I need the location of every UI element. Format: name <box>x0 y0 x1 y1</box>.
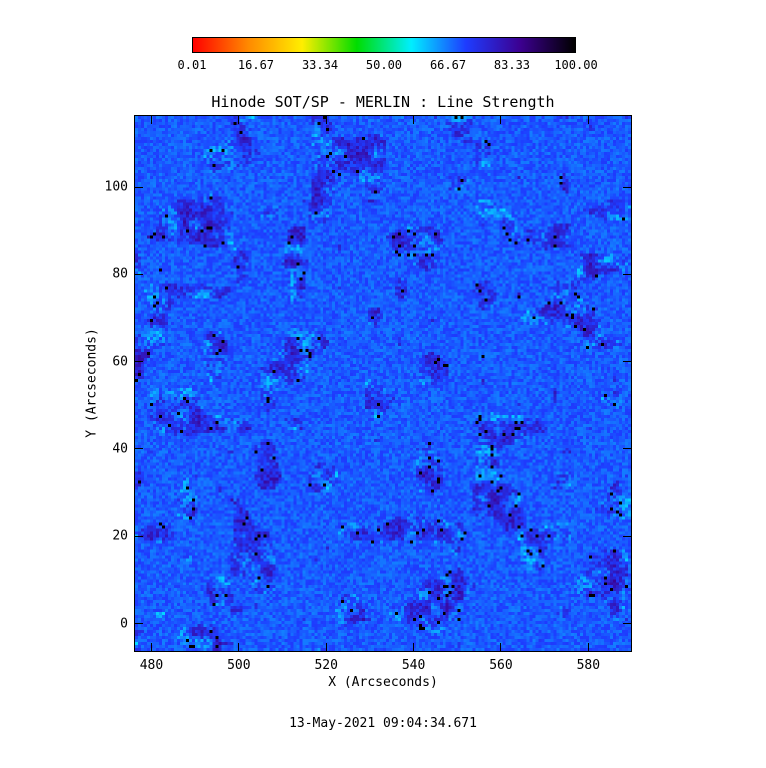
x-tick-label: 480 <box>139 658 164 673</box>
y-tick-label: 60 <box>112 354 128 370</box>
y-tick-mark <box>623 448 631 450</box>
y-tick-mark <box>135 273 143 275</box>
colorbar-tick-label: 66.67 <box>429 58 467 72</box>
x-tick-mark <box>587 116 589 124</box>
x-tick-label: 560 <box>489 658 513 673</box>
colorbar-tick-label: 0.01 <box>177 58 207 72</box>
y-tick-mark <box>135 186 143 188</box>
x-tick-mark <box>587 643 589 651</box>
y-tick-mark <box>623 623 631 625</box>
y-tick-label: 40 <box>112 441 128 457</box>
x-tick-mark <box>238 116 240 124</box>
y-tick-mark <box>135 361 143 363</box>
plot-area <box>134 115 632 652</box>
y-tick-mark <box>135 535 143 537</box>
x-tick-label: 540 <box>401 658 426 673</box>
x-tick-mark <box>325 116 327 124</box>
colorbar-tick-label: 100.00 <box>554 58 598 72</box>
y-tick-label: 20 <box>112 528 128 544</box>
x-tick-mark <box>238 643 240 651</box>
colorbar-tick-label: 50.00 <box>365 58 403 72</box>
line-strength-heatmap <box>135 116 631 651</box>
x-tick-mark <box>150 116 152 124</box>
x-tick-mark <box>500 643 502 651</box>
colorbar-tick-label: 33.34 <box>301 58 339 72</box>
colorbar <box>192 37 576 53</box>
x-axis-label: X (Arcseconds) <box>328 675 438 690</box>
y-axis-label: Y (Arcseconds) <box>84 328 100 438</box>
y-tick-label: 100 <box>104 179 128 195</box>
x-tick-mark <box>413 116 415 124</box>
x-tick-label: 580 <box>576 658 601 673</box>
chart-title: Hinode SOT/SP - MERLIN : Line Strength <box>211 93 555 111</box>
x-tick-mark <box>150 643 152 651</box>
y-tick-mark <box>135 623 143 625</box>
timestamp: 13-May-2021 09:04:34.671 <box>289 716 477 731</box>
y-tick-mark <box>623 186 631 188</box>
y-tick-mark <box>623 273 631 275</box>
y-tick-label: 0 <box>120 616 128 632</box>
y-tick-mark <box>623 535 631 537</box>
x-tick-label: 520 <box>314 658 338 673</box>
y-tick-mark <box>135 448 143 450</box>
x-tick-mark <box>325 643 327 651</box>
y-tick-label: 80 <box>112 266 128 282</box>
x-tick-label: 500 <box>227 658 251 673</box>
x-tick-mark <box>413 643 415 651</box>
x-tick-mark <box>500 116 502 124</box>
colorbar-tick-label: 83.33 <box>493 58 531 72</box>
colorbar-tick-label: 16.67 <box>237 58 275 72</box>
y-tick-mark <box>623 361 631 363</box>
